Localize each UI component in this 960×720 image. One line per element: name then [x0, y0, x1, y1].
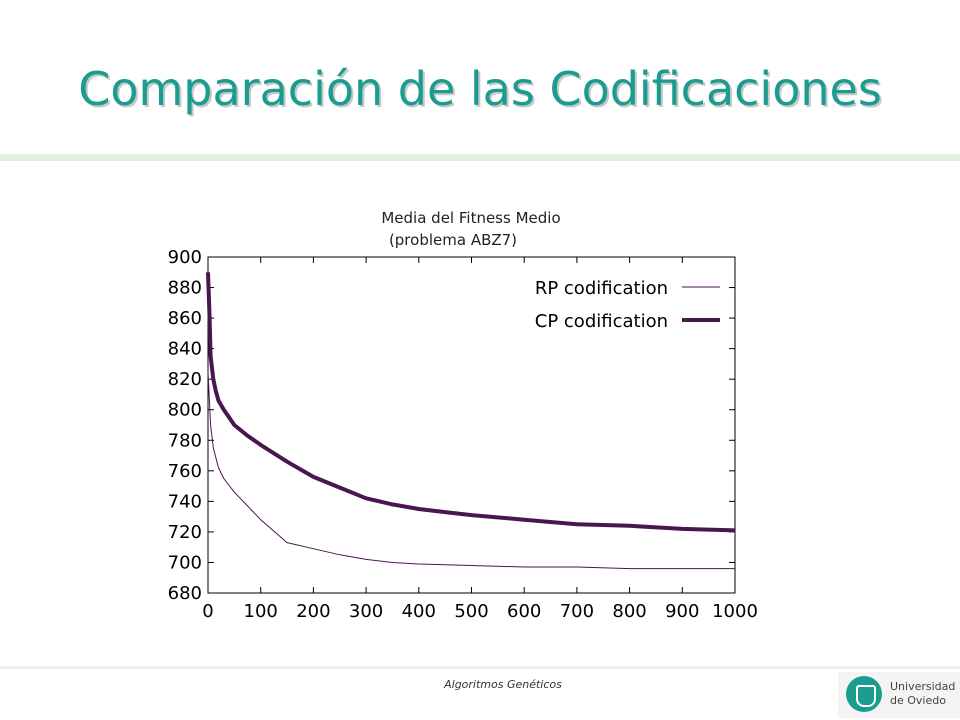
- x-tick-label: 200: [296, 601, 330, 622]
- x-tick-label: 400: [402, 601, 436, 622]
- legend-label-1: RP codification: [535, 278, 668, 299]
- title-divider: [0, 154, 960, 161]
- university-seal-icon: [846, 676, 882, 712]
- y-tick-label: 880: [168, 278, 202, 299]
- legend: RP codification CP codification: [535, 278, 720, 332]
- series-layer: [206, 272, 736, 570]
- x-tick-label: 300: [349, 601, 383, 622]
- x-tick-label: 600: [507, 601, 541, 622]
- university-logo: Universidad de Oviedo: [838, 672, 960, 718]
- x-tick-label: 700: [560, 601, 594, 622]
- series-line-2: [206, 272, 736, 533]
- y-tick-label: 700: [168, 552, 202, 573]
- y-tick-label: 820: [168, 369, 202, 390]
- x-tick-label: 900: [665, 601, 699, 622]
- university-name: Universidad de Oviedo: [890, 680, 956, 707]
- x-tick-label: 1000: [712, 601, 758, 622]
- x-tick-label: 500: [454, 601, 488, 622]
- slide-title: Comparación de las Codificaciones: [78, 62, 882, 116]
- chart-subtitle: (problema ABZ7): [389, 231, 517, 249]
- y-tick-label: 900: [168, 247, 202, 268]
- x-tick-label: 100: [244, 601, 278, 622]
- chart-title: Media del Fitness Medio: [381, 209, 560, 227]
- series-line-1: [207, 371, 735, 570]
- y-tick-label: 840: [168, 339, 202, 360]
- footer-divider: [0, 666, 960, 669]
- y-tick-label: 740: [168, 491, 202, 512]
- x-tick-label: 0: [202, 601, 213, 622]
- y-tick-label: 680: [168, 583, 202, 604]
- y-tick-label: 860: [168, 308, 202, 329]
- y-tick-label: 780: [168, 430, 202, 451]
- footer-text: Algoritmos Genéticos: [444, 678, 562, 691]
- y-tick-label: 760: [168, 461, 202, 482]
- axis-ticks: 0 100 200 300 400 500 600 700 800 900 1000 680 700 72…: [168, 247, 758, 622]
- legend-label-2: CP codification: [535, 311, 668, 332]
- y-tick-label: 800: [168, 400, 202, 421]
- x-tick-label: 800: [612, 601, 646, 622]
- y-tick-label: 720: [168, 522, 202, 543]
